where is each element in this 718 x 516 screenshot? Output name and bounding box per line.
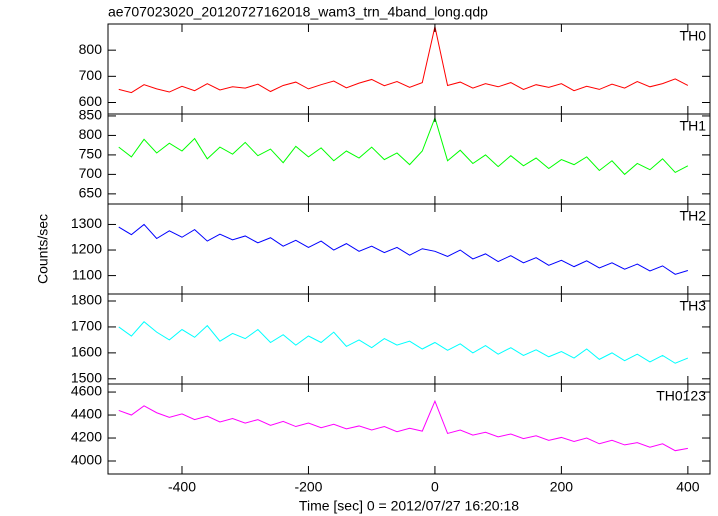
y-tick-label: 1300	[71, 215, 102, 231]
panel-frame	[107, 293, 711, 385]
y-axis-label: Counts/sec	[35, 214, 51, 284]
y-tick-label: 800	[79, 41, 103, 57]
x-tick-label: -400	[168, 479, 196, 495]
panel-label: TH3	[680, 298, 707, 314]
y-tick-label: 1800	[71, 292, 102, 308]
panel-label: TH2	[680, 208, 707, 224]
data-line	[118, 399, 688, 452]
data-line	[118, 223, 689, 275]
data-line	[118, 321, 689, 364]
y-tick-label: 700	[79, 67, 103, 83]
panel-frame	[107, 383, 711, 475]
y-tick-label: 4200	[71, 429, 102, 445]
y-tick-label: 800	[79, 126, 103, 142]
y-tick-label: 750	[79, 146, 103, 162]
chart-title: ae707023020_20120727162018_wam3_trn_4ban…	[108, 4, 488, 20]
panel-label: TH0123	[656, 388, 706, 404]
y-tick-label: 1200	[71, 241, 102, 257]
y-tick-label: 4600	[71, 383, 102, 399]
x-tick-label: 200	[550, 479, 574, 495]
data-line	[118, 116, 689, 176]
x-axis-label: Time [sec] 0 = 2012/07/27 16:20:18	[299, 498, 519, 514]
panel-frame	[107, 203, 711, 295]
y-tick-label: 1700	[71, 318, 102, 334]
y-tick-label: 1600	[71, 344, 102, 360]
y-tick-label: 600	[79, 93, 103, 109]
y-tick-label: 850	[79, 107, 103, 123]
y-tick-label: 4400	[71, 406, 102, 422]
y-tick-label: 700	[79, 165, 103, 181]
panel-frame	[107, 113, 711, 205]
data-line	[118, 26, 689, 94]
y-tick-label: 1100	[72, 266, 102, 282]
panel-label: TH1	[680, 118, 707, 134]
x-tick-label: 400	[676, 479, 700, 495]
panel-label: TH0	[680, 28, 707, 44]
x-tick-label: -200	[294, 479, 322, 495]
y-tick-label: 4000	[71, 452, 102, 468]
x-tick-label: 0	[431, 479, 439, 495]
y-tick-label: 650	[79, 185, 103, 201]
panel-frame	[107, 23, 711, 115]
y-tick-label: 1500	[71, 370, 102, 386]
